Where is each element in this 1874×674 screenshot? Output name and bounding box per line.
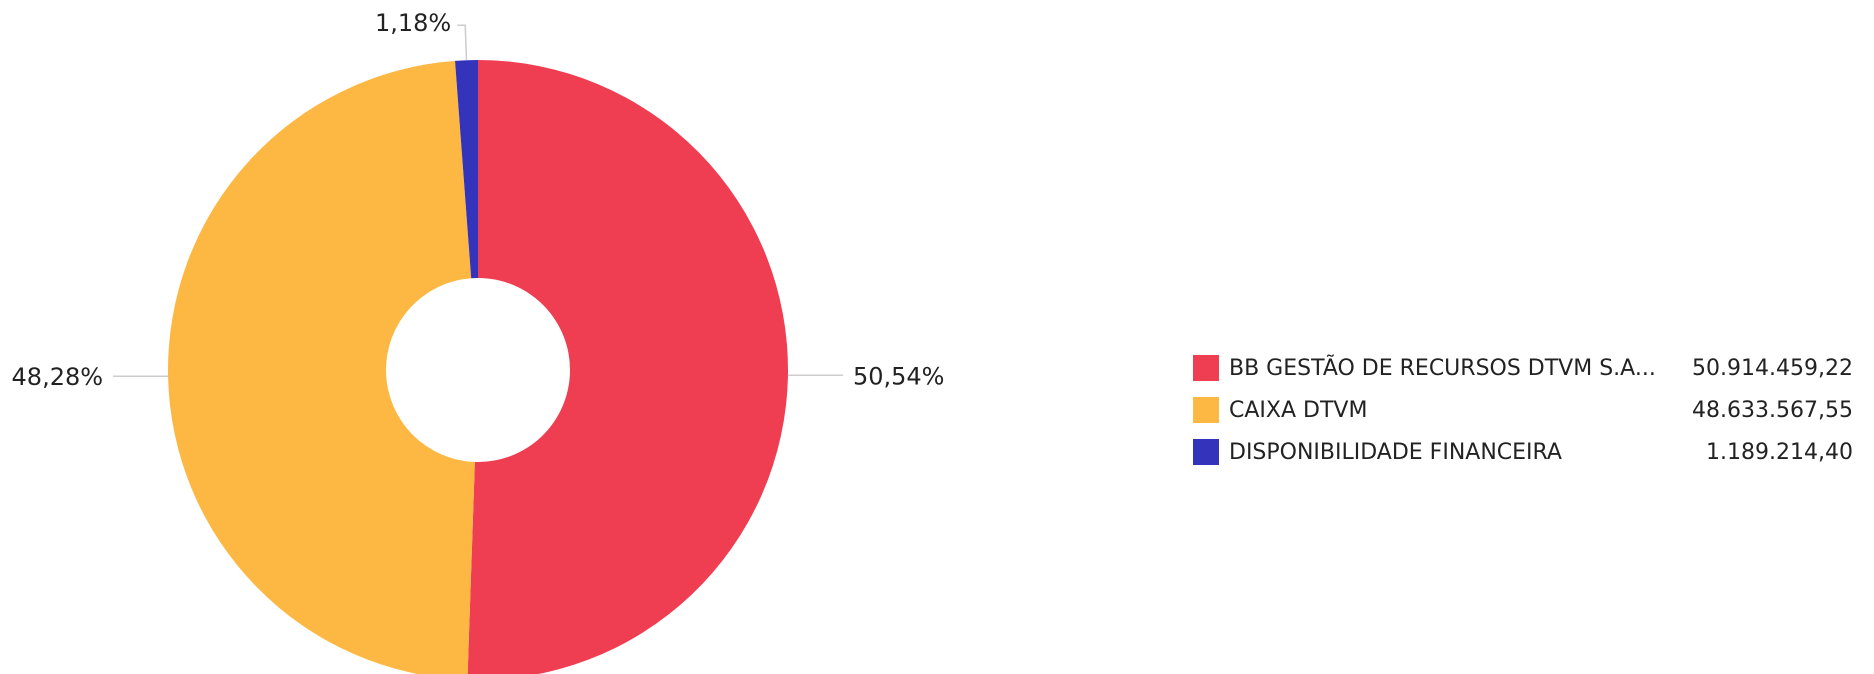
legend-label: DISPONIBILIDADE FINANCEIRA <box>1229 439 1562 465</box>
donut-slice[interactable] <box>455 60 478 279</box>
legend-item[interactable]: DISPONIBILIDADE FINANCEIRA 1.189.214,40 <box>1193 431 1853 473</box>
legend-value: 48.633.567,55 <box>1692 397 1853 423</box>
legend-swatch <box>1193 439 1219 465</box>
slice-percent-label: 50,54% <box>853 362 945 390</box>
legend-swatch <box>1193 397 1219 423</box>
legend-value: 1.189.214,40 <box>1706 439 1853 465</box>
slice-percent-label: 48,28% <box>12 363 104 391</box>
legend-value: 50.914.459,22 <box>1692 355 1853 381</box>
leader-line <box>457 24 468 61</box>
slice-percent-label: 1,18% <box>375 9 451 37</box>
legend-swatch <box>1193 355 1219 381</box>
donut-slice[interactable] <box>467 60 788 674</box>
donut-slice[interactable] <box>168 60 475 674</box>
legend-label: BB GESTÃO DE RECURSOS DTVM S.A... <box>1229 355 1656 381</box>
legend-item[interactable]: CAIXA DTVM 48.633.567,55 <box>1193 389 1853 431</box>
legend: BB GESTÃO DE RECURSOS DTVM S.A... 50.914… <box>1193 347 1853 473</box>
legend-item[interactable]: BB GESTÃO DE RECURSOS DTVM S.A... 50.914… <box>1193 347 1853 389</box>
legend-label: CAIXA DTVM <box>1229 397 1368 423</box>
